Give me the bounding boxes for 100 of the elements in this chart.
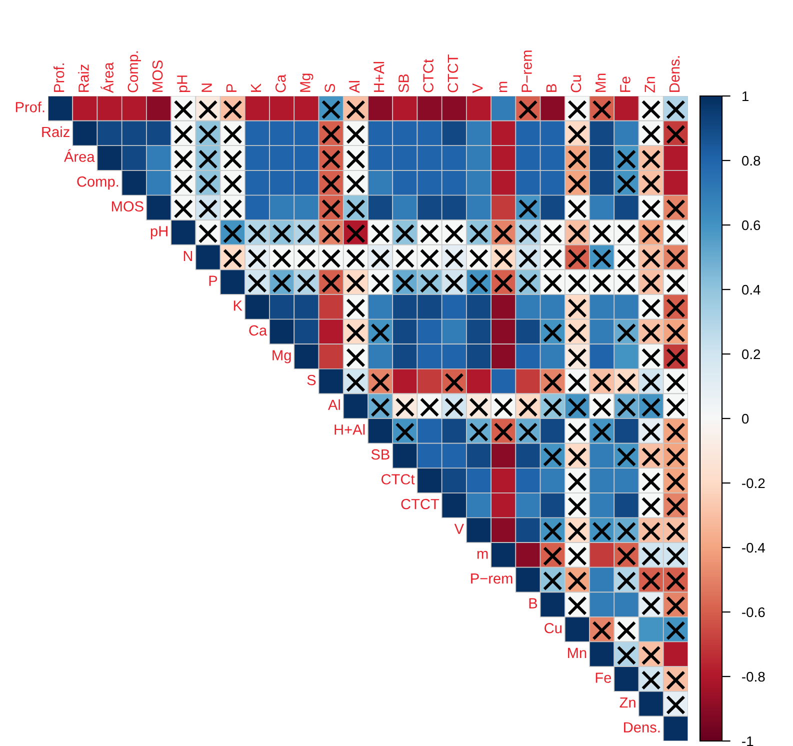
data-label: × — [568, 348, 587, 367]
data-label: × — [543, 546, 562, 566]
data-label: × — [592, 274, 612, 293]
data-label: × — [666, 249, 685, 268]
data-label: × — [543, 373, 562, 392]
data-label: × — [642, 150, 660, 169]
data-label: × — [642, 497, 660, 516]
data-label: × — [543, 274, 562, 293]
data-label: × — [322, 174, 340, 194]
data-label: × — [568, 274, 587, 293]
color-bar-label: 0.6 — [742, 220, 760, 230]
data-label: × — [420, 274, 439, 293]
data-label: × — [666, 274, 685, 293]
data-label: × — [543, 324, 562, 342]
data-label: × — [223, 100, 242, 119]
data-label: × — [642, 546, 660, 566]
data-label: × — [198, 224, 218, 243]
data-label: × — [174, 200, 193, 218]
data-label: × — [617, 274, 636, 293]
data-label: × — [642, 373, 660, 392]
data-label: × — [617, 572, 636, 590]
data-label: × — [248, 224, 267, 243]
data-label: × — [396, 224, 414, 243]
x-tick-label: S — [324, 84, 335, 92]
data-label: × — [494, 249, 513, 268]
data-label: × — [568, 224, 587, 243]
data-label: × — [592, 621, 612, 640]
data-label: × — [666, 100, 685, 119]
data-label: × — [346, 274, 365, 293]
data-label: × — [518, 249, 538, 268]
data-label: × — [592, 249, 612, 268]
data-label: × — [420, 224, 439, 243]
x-tick-label: Cu — [570, 75, 582, 92]
data-label: × — [666, 621, 685, 640]
data-label: × — [568, 596, 587, 616]
data-label: × — [518, 274, 538, 293]
data-label: × — [543, 572, 562, 590]
data-label: × — [642, 125, 660, 144]
data-label: × — [568, 324, 587, 342]
data-label: × — [469, 274, 488, 293]
data-label: × — [568, 546, 587, 566]
data-label: × — [494, 224, 513, 243]
data-label: × — [592, 100, 612, 119]
x-tick-label: pH — [177, 76, 190, 92]
data-label: × — [666, 497, 685, 516]
data-label: × — [543, 224, 562, 243]
data-label: × — [444, 274, 464, 293]
data-label: × — [617, 174, 636, 194]
data-label: × — [396, 249, 414, 268]
data-label: × — [371, 274, 390, 293]
data-label: × — [322, 150, 340, 169]
data-label: × — [666, 298, 685, 318]
data-label: × — [494, 422, 513, 442]
data-label: × — [174, 100, 193, 119]
color-bar-label: 0.8 — [742, 156, 760, 166]
data-label: × — [396, 422, 414, 442]
data-label: × — [666, 200, 685, 218]
data-label: × — [322, 249, 340, 268]
data-label: × — [346, 200, 365, 218]
data-label: × — [568, 298, 587, 318]
data-label: × — [617, 522, 636, 541]
data-label: × — [642, 646, 660, 665]
data-label: × — [444, 373, 464, 392]
data-label: × — [198, 200, 218, 218]
data-label: × — [666, 398, 685, 417]
data-label: × — [592, 522, 612, 541]
data-label: × — [642, 100, 660, 119]
data-label: × — [297, 249, 316, 268]
data-label: × — [617, 448, 636, 466]
data-label: × — [592, 373, 612, 392]
data-label: × — [568, 497, 587, 516]
data-label: × — [371, 224, 390, 243]
data-label: × — [322, 100, 340, 119]
x-tick-label: m — [499, 82, 508, 92]
data-label: × — [272, 224, 292, 243]
data-label: × — [469, 249, 488, 268]
x-tick-label: K — [250, 83, 261, 92]
data-label: × — [617, 150, 636, 169]
data-label: × — [666, 696, 685, 714]
data-label: × — [322, 125, 340, 144]
data-label: × — [346, 348, 365, 367]
data-label: × — [642, 174, 660, 194]
data-label: × — [297, 274, 316, 293]
data-label: × — [518, 422, 538, 442]
data-label: × — [642, 200, 660, 218]
data-label: × — [346, 125, 365, 144]
data-label: × — [371, 249, 390, 268]
color-bar-label: 0.4 — [742, 284, 760, 295]
data-label: × — [642, 348, 660, 367]
data-label: × — [322, 224, 340, 243]
data-label: × — [666, 224, 685, 243]
x-tick-label: Zn — [644, 76, 655, 93]
x-tick-label: Mg — [300, 74, 314, 92]
data-label: × — [642, 398, 660, 417]
data-label: × — [592, 224, 612, 243]
data-label: × — [642, 298, 660, 318]
data-label: × — [272, 249, 292, 268]
x-tick-label: N — [202, 84, 212, 92]
data-label: × — [568, 422, 587, 442]
data-label: × — [568, 572, 587, 590]
